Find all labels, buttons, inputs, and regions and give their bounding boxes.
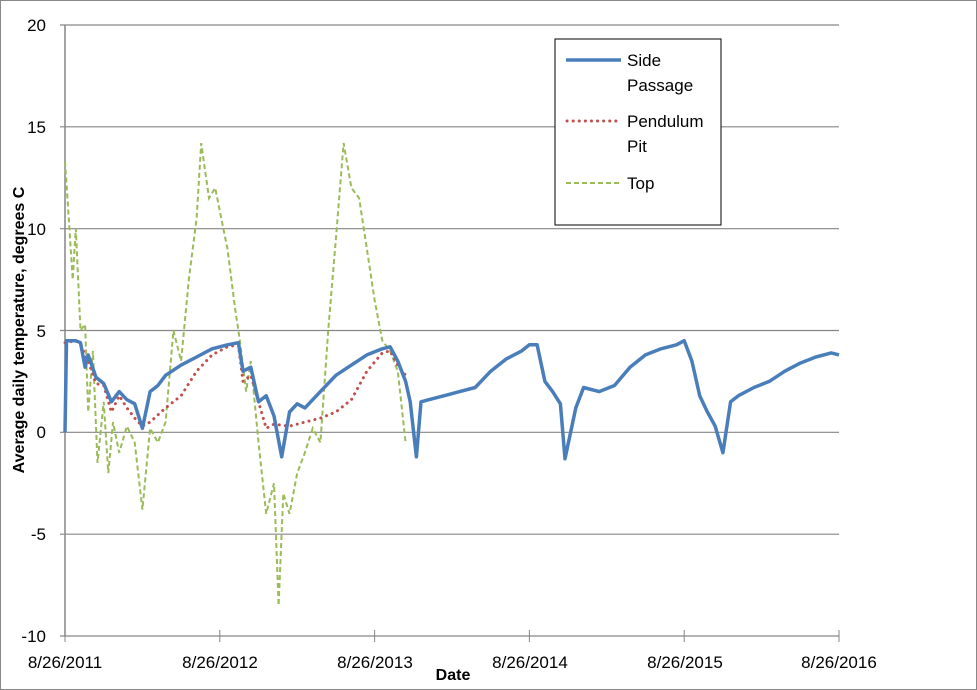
series-pendulum-pit-line xyxy=(63,339,408,431)
series-top-line xyxy=(64,142,407,606)
legend-label-pendulum-pit-1: Pendulum xyxy=(627,112,704,131)
x-tick-label: 8/26/2011 xyxy=(28,653,102,672)
legend-label-pendulum-pit-2: Pit xyxy=(627,137,647,156)
x-axis-title: Date xyxy=(436,667,471,684)
y-tick-label: 20 xyxy=(27,16,46,35)
gridlines xyxy=(60,24,839,637)
legend-label-side-passage-1: Side xyxy=(627,51,661,70)
legend-box xyxy=(554,38,722,226)
y-tick-label: 5 xyxy=(37,322,46,341)
y-tick-label: -5 xyxy=(31,525,46,544)
legend-label-side-passage-2: Passage xyxy=(627,76,693,95)
y-tick-labels: 20 15 10 5 0 -5 -10 xyxy=(21,16,46,646)
y-tick-label: -10 xyxy=(21,627,46,646)
x-tick-labels: 8/26/2011 8/26/2012 8/26/2013 8/26/2014 … xyxy=(28,653,877,672)
y-tick-label: 15 xyxy=(27,118,46,137)
y-axis-title: Average daily temperature, degrees C xyxy=(11,186,28,473)
x-tick-label: 8/26/2012 xyxy=(182,653,258,672)
x-tick-label: 8/26/2016 xyxy=(801,653,877,672)
y-tick-label: 0 xyxy=(37,423,46,442)
legend-label-top: Top xyxy=(627,174,654,193)
x-tick-label: 8/26/2013 xyxy=(337,653,413,672)
x-tick-marks xyxy=(64,630,840,642)
x-tick-label: 8/26/2014 xyxy=(492,653,568,672)
series-side-passage-line xyxy=(63,338,840,461)
y-tick-label: 10 xyxy=(27,220,46,239)
legend: Side Passage Pendulum Pit Top xyxy=(554,38,722,226)
series-lines xyxy=(63,142,840,606)
x-tick-label: 8/26/2015 xyxy=(647,653,723,672)
